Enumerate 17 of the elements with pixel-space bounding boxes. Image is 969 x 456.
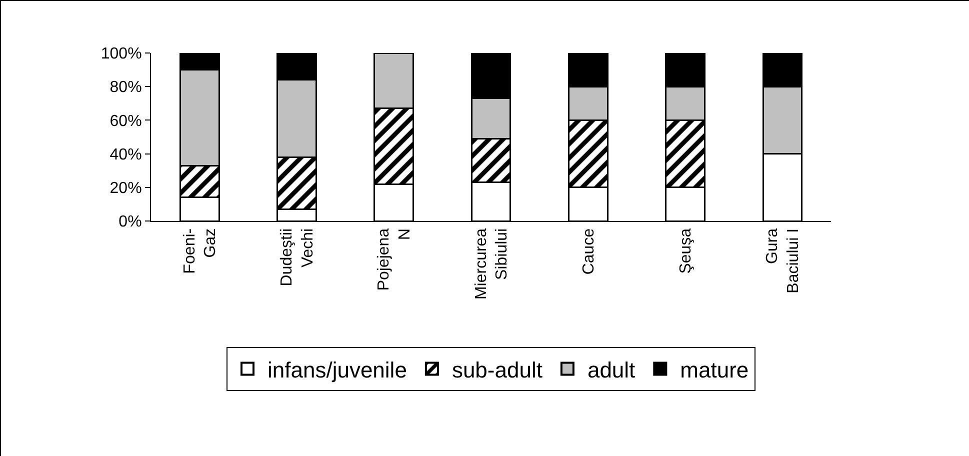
x-tick-label: Dudeştii Vechi bbox=[278, 228, 316, 286]
y-tick-label: 20% bbox=[110, 180, 142, 197]
legend-label: mature bbox=[680, 357, 749, 382]
x-tick-label: Cauce bbox=[580, 228, 598, 275]
x-tick-label: Miercurea Sibiului bbox=[472, 228, 511, 300]
legend-label: infans/juvenile bbox=[268, 357, 407, 382]
legend-label: adult bbox=[587, 357, 636, 382]
text: sub-adult bbox=[452, 357, 542, 382]
x-tick-label: Foeni-Gaz bbox=[181, 228, 220, 274]
y-tick-label: 60% bbox=[110, 112, 142, 130]
x-tick-label: Şeuşa bbox=[677, 228, 694, 274]
y-tick-label: 80% bbox=[110, 79, 142, 96]
x-tick-label: Pojejena N bbox=[376, 228, 414, 291]
y-tick-label: 0% bbox=[118, 214, 142, 231]
y-tick-label: 40% bbox=[110, 146, 142, 164]
y-tick-label: 100% bbox=[100, 46, 142, 63]
x-tick-label: Gura Baciului I bbox=[764, 228, 802, 294]
